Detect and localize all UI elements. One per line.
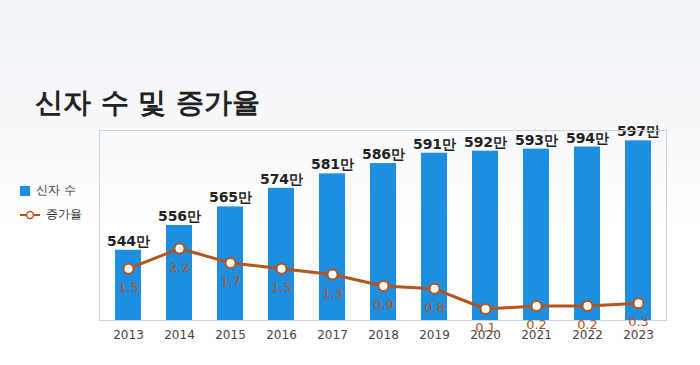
svg-text:2013: 2013 — [113, 328, 144, 342]
svg-text:1.5: 1.5 — [271, 280, 292, 295]
svg-text:591만: 591만 — [413, 136, 456, 152]
svg-text:597만: 597만 — [617, 123, 660, 139]
html-text:신자 수: 신자 수 — [36, 183, 76, 197]
svg-text:1.5: 1.5 — [118, 280, 139, 295]
svg-text:581만: 581만 — [311, 156, 354, 172]
svg-text:2014: 2014 — [164, 328, 195, 342]
svg-text:2021: 2021 — [521, 328, 552, 342]
svg-text:574만: 574만 — [260, 171, 303, 187]
svg-text:556만: 556만 — [158, 208, 201, 224]
svg-text:565만: 565만 — [209, 189, 252, 205]
svg-text:2.2: 2.2 — [169, 260, 190, 275]
svg-text:2017: 2017 — [317, 328, 348, 342]
svg-text:2019: 2019 — [419, 328, 450, 342]
html-text:신자 수 및 증가율: 신자 수 및 증가율 — [35, 86, 261, 119]
svg-text:592만: 592만 — [464, 134, 507, 150]
svg-text:2018: 2018 — [368, 328, 399, 342]
svg-text:593만: 593만 — [515, 132, 558, 148]
svg-text:0.1: 0.1 — [475, 320, 496, 335]
svg-text:594만: 594만 — [566, 130, 609, 146]
html-text:증가율: 증가율 — [46, 207, 82, 221]
svg-text:0.2: 0.2 — [526, 317, 547, 332]
svg-text:1.3: 1.3 — [322, 286, 343, 301]
svg-text:0.3: 0.3 — [628, 314, 649, 329]
svg-text:586만: 586만 — [362, 146, 405, 162]
svg-text:1.7: 1.7 — [220, 274, 241, 289]
svg-text:0.9: 0.9 — [373, 297, 394, 312]
svg-text:0.8: 0.8 — [424, 300, 445, 315]
svg-text:2022: 2022 — [572, 328, 603, 342]
svg-text:2016: 2016 — [266, 328, 297, 342]
svg-text:2023: 2023 — [623, 328, 654, 342]
svg-text:0.2: 0.2 — [577, 317, 598, 332]
svg-text:544만: 544만 — [107, 233, 150, 249]
svg-text:2015: 2015 — [215, 328, 246, 342]
